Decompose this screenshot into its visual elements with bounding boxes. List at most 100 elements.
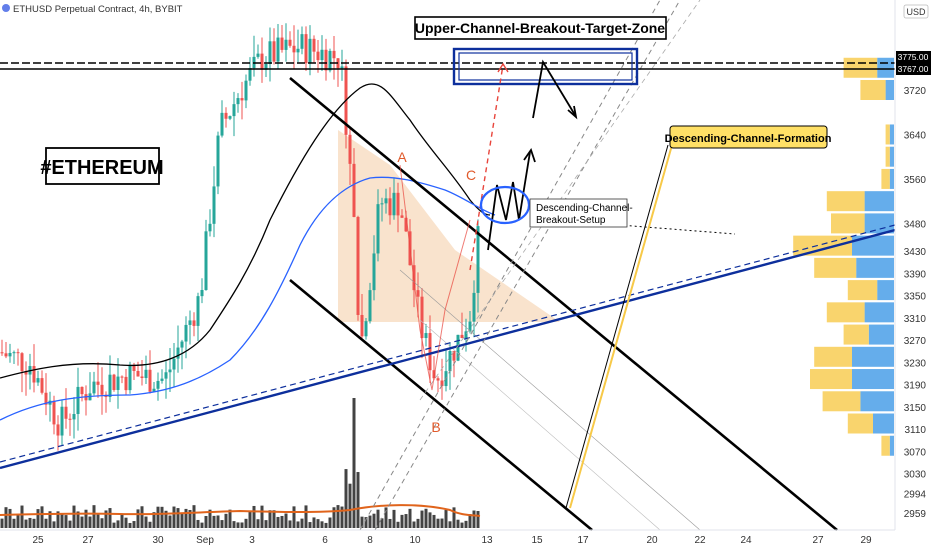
candle-body: [20, 353, 24, 372]
volume-bar: [0, 518, 4, 528]
volume-bar: [128, 522, 132, 528]
level-labels: 3775.00 3767.00: [896, 51, 931, 75]
volume-bar: [364, 517, 368, 528]
candle-body: [260, 53, 264, 70]
candle-body: [64, 406, 68, 419]
desc-channel-callout-label: Descending-Channel-Formation: [665, 133, 832, 145]
candle-body: [312, 38, 316, 52]
time-tick-label: 22: [694, 535, 706, 546]
volume-ma-line: [0, 504, 481, 517]
volume-bar: [8, 508, 12, 528]
volume-bar: [44, 518, 48, 528]
abc-wave-path: [399, 164, 471, 391]
time-tick-label: 24: [740, 535, 752, 546]
time-axis-ticks: 25 27 30 Sep 3 6 8 10 13 15 17 20 22 24 27 29: [32, 535, 872, 546]
price-tick-label: 2994: [904, 490, 927, 501]
volume-bar: [144, 516, 148, 528]
volume-bar: [400, 514, 404, 528]
candle-body: [416, 290, 420, 297]
price-tick-label: 3640: [904, 130, 927, 141]
candle-body: [440, 380, 444, 387]
breakout-zigzag-head: [523, 148, 536, 163]
volume-bar: [396, 521, 400, 528]
time-tick-label: Sep: [196, 535, 214, 546]
level-price-label: 3767.00: [898, 64, 929, 74]
candle-body: [392, 192, 396, 216]
candle-body: [232, 104, 236, 117]
breakout-setup-box: [529, 198, 628, 228]
candle-body: [388, 198, 392, 216]
volume-bar: [304, 505, 308, 528]
profile-bar-down: [856, 257, 894, 278]
candle-body: [464, 331, 468, 338]
target-arrow-path: [532, 59, 576, 119]
volume-bar: [392, 509, 396, 528]
candle-body: [448, 351, 452, 372]
volume-bar: [388, 518, 392, 528]
time-tick-label: 30: [152, 535, 164, 546]
candle-body: [372, 253, 376, 291]
candle-body: [72, 414, 76, 420]
candle-body: [244, 80, 248, 101]
candle-body: [276, 37, 280, 62]
candle-body: [432, 370, 436, 379]
volume-bar: [360, 516, 364, 528]
candle-body: [224, 112, 228, 119]
candle-body: [76, 386, 80, 415]
upper-target-label-box: [414, 16, 667, 40]
candle-body: [380, 203, 384, 205]
profile-bar-up: [885, 124, 890, 145]
volume-bar: [36, 509, 40, 528]
volume-bar: [216, 515, 220, 528]
candle-body: [180, 341, 184, 348]
candle-body: [68, 418, 72, 420]
volume-bar: [4, 507, 8, 528]
candle-body: [204, 231, 208, 290]
black-ma-line: [0, 83, 491, 379]
volume-bar: [76, 511, 80, 528]
volume-bar: [404, 514, 408, 528]
profile-bar-up: [881, 435, 890, 456]
volume-bar: [112, 522, 116, 528]
volume-bar: [16, 514, 20, 528]
candle-body: [240, 98, 244, 101]
volume-bar: [280, 515, 284, 528]
volume-bar: [256, 519, 260, 528]
volume-bar: [268, 510, 272, 528]
volume-bar: [132, 521, 136, 528]
price-tick-label: 3430: [904, 247, 927, 258]
volume-bar: [80, 516, 84, 528]
candle-body: [4, 353, 8, 357]
volume-bar: [436, 518, 440, 528]
time-tick-label: 17: [577, 535, 589, 546]
candle-body: [196, 296, 200, 326]
candle-body: [268, 41, 272, 64]
profile-bar-down: [864, 191, 894, 212]
volume-bar: [372, 513, 376, 528]
candle-body: [460, 334, 464, 338]
profile-bar-down: [852, 235, 894, 256]
upper-target-label: Upper-Channel-Breakout-Target-Zone: [415, 20, 665, 36]
candle-body: [136, 370, 140, 377]
candle-body: [188, 320, 192, 325]
candle-body: [356, 216, 360, 315]
volume-bar: [32, 518, 36, 528]
volume-bar: [196, 519, 200, 528]
channel-lower-line: [289, 278, 593, 532]
volume-bar: [288, 520, 292, 528]
volume-bar: [240, 522, 244, 528]
time-tick-label: 8: [367, 535, 373, 546]
breakout-zigzag-path: [487, 151, 531, 251]
profile-bar-down: [864, 302, 894, 323]
price-tick-label: 3030: [904, 470, 927, 481]
candle-body: [256, 53, 260, 57]
profile-bar-down: [877, 57, 894, 78]
profile-bar-up: [826, 191, 865, 212]
volume-bar: [324, 522, 328, 528]
volume-bar: [340, 506, 344, 528]
ascending-trendline-dashed: [0, 224, 896, 463]
volume-bar: [48, 511, 52, 528]
volume-bar: [160, 506, 164, 528]
volume-bar: [456, 519, 460, 528]
